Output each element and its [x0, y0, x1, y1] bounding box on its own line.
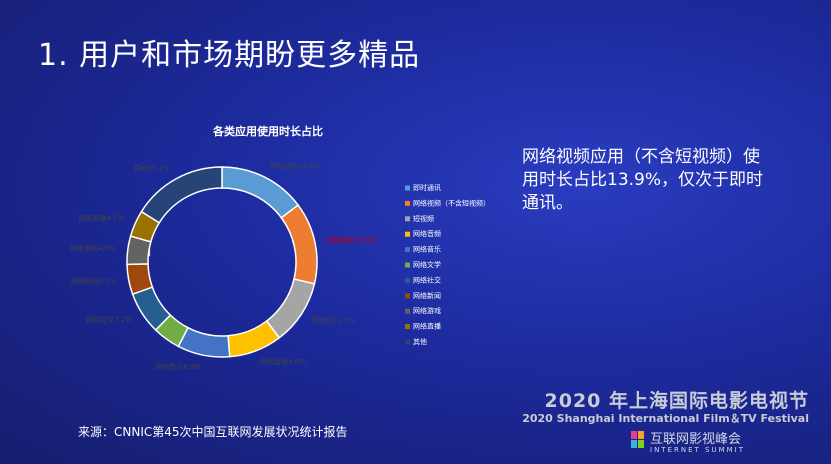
festival-title: 2020 年上海国际电影电视节: [544, 390, 809, 412]
label-name: 即时通讯: [270, 161, 298, 170]
data-label: 网络直播4.5%: [78, 214, 124, 223]
label-value: 5.1%: [99, 278, 117, 286]
label-name: 网络社交: [86, 315, 114, 324]
legend-swatch: [405, 262, 410, 268]
source: 来源：CNNIC第45次中国互联网发展状况统计报告: [78, 425, 348, 439]
legend-label: 短视频: [413, 214, 434, 223]
label-name: 网络游戏: [70, 244, 98, 253]
legend-label: 网络游戏: [413, 306, 441, 315]
legend-swatch: [405, 308, 410, 314]
legend-label: 网络文学: [413, 260, 441, 269]
data-label: 网络新闻5.1%: [71, 277, 117, 286]
label-value: 9.0%: [288, 358, 306, 366]
data-label: 其他16.1%: [134, 163, 171, 172]
legend-swatch: [405, 247, 410, 253]
note: 网络视频应用（不含短视频）使用时长占比13.9%，仅次于即时通讯。: [522, 147, 764, 213]
legend-label: 网络视频（不含短视频）: [413, 198, 490, 207]
legend-label: 其他: [413, 337, 427, 346]
label-value: 11.0%: [333, 316, 356, 324]
legend-swatch: [405, 339, 410, 345]
label-value: 16.1%: [148, 164, 171, 172]
legend-swatch: [405, 185, 410, 191]
legend-label: 网络直播: [413, 322, 441, 331]
data-label: 网络游戏4.8%: [70, 244, 116, 253]
summit-name-en: INTERNET SUMMIT: [650, 446, 746, 454]
legend-swatch: [405, 293, 410, 299]
festival-subtitle: 2020 Shanghai International Film＆TV Fest…: [522, 412, 809, 425]
label-name: 短视频: [312, 315, 333, 324]
label-value: 13.9%: [355, 236, 378, 244]
label-value: 14.8%: [298, 162, 321, 170]
legend-swatch: [405, 200, 410, 206]
data-label: 网络音频9.0%: [260, 357, 306, 366]
logo: [631, 431, 644, 448]
data-label: 短视频11.0%: [312, 315, 356, 324]
legend-swatch: [405, 277, 410, 283]
data-label: 网络视频13.9%: [327, 235, 378, 244]
legend-label: 网络社交: [413, 275, 441, 284]
label-name: 网络音频: [260, 357, 288, 366]
label-value: 4.8%: [98, 245, 116, 253]
data-label: 即时通讯14.8%: [270, 161, 321, 170]
slide-title: 1. 用户和市场期盼更多精品: [38, 38, 421, 73]
legend-label: 即时通讯: [413, 183, 441, 192]
data-label: 网络社交7.2%: [86, 315, 132, 324]
data-label: 网络音乐8.9%: [155, 362, 201, 371]
label-name: 网络直播: [78, 214, 106, 223]
legend-swatch: [405, 231, 410, 237]
label-name: 网络音乐: [155, 362, 183, 371]
label-name: 其他: [134, 163, 148, 172]
legend-label: 网络音频: [413, 229, 441, 238]
summit-name: 互联网影视峰会: [650, 432, 742, 447]
legend-swatch: [405, 324, 410, 330]
label-value: 8.9%: [183, 363, 201, 371]
legend-label: 网络音乐: [413, 245, 441, 254]
chart-title: 各类应用使用时长占比: [212, 124, 323, 138]
label-value: 4.5%: [106, 215, 124, 223]
legend-label: 网络新闻: [413, 291, 441, 300]
donut-segment: [140, 166, 223, 224]
label-name: 网络视频: [327, 235, 355, 244]
label-value: 7.2%: [114, 316, 132, 324]
legend-swatch: [405, 216, 410, 222]
label-name: 网络新闻: [71, 277, 99, 286]
